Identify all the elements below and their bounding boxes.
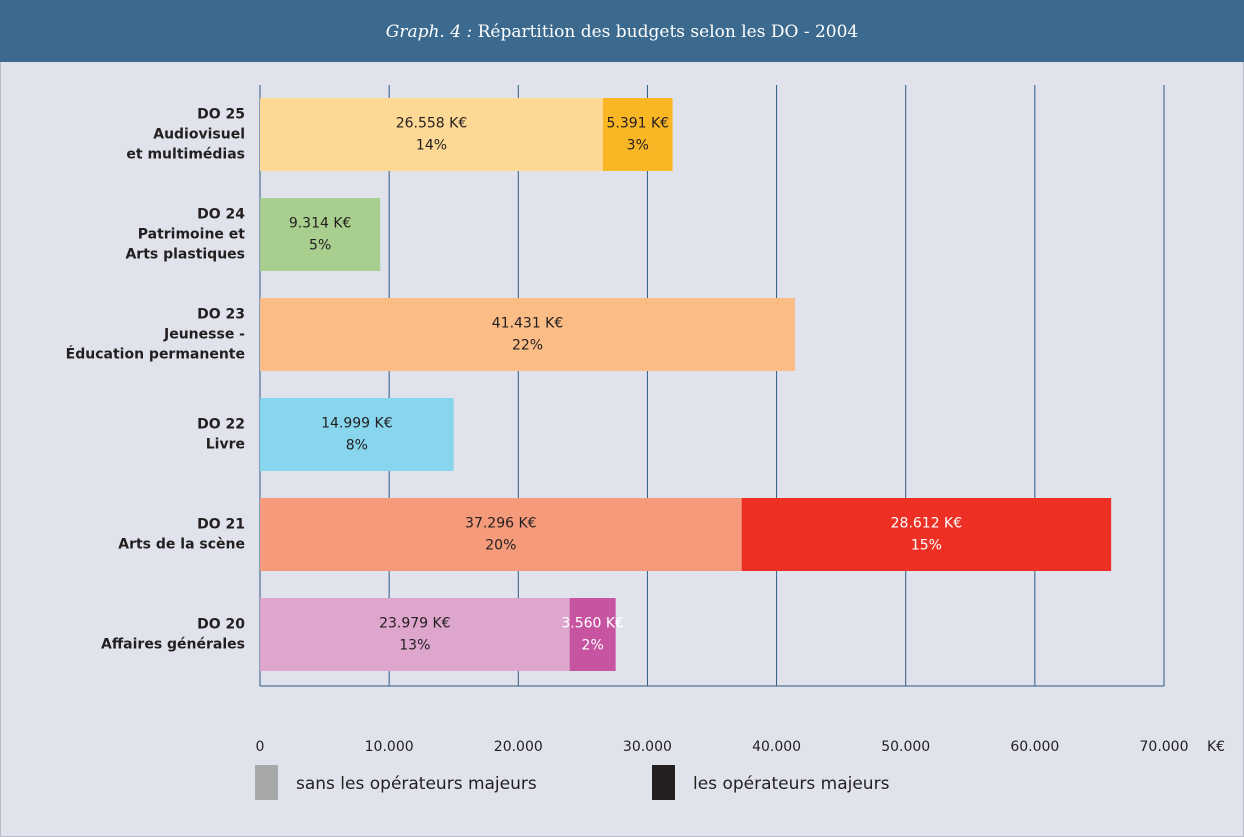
bar-segment (569, 598, 616, 671)
percent-label: 22% (512, 338, 543, 354)
legend-swatch (652, 765, 675, 800)
bar-segment (260, 598, 570, 671)
category-line: Arts plastiques (125, 247, 245, 263)
x-tick-label: 70.000 (1140, 739, 1189, 755)
value-label: 37.296 K€ (465, 516, 537, 532)
percent-label: 20% (485, 538, 516, 554)
category-label: DO 21 Arts de la scène (118, 517, 245, 553)
category-line: Jeunesse - (163, 327, 245, 343)
category-label: DO 23 Jeunesse - Éducation permanente (66, 307, 246, 363)
value-label: 14.999 K€ (321, 416, 393, 432)
chart-title: Graph. 4 : Répartition des budgets selon… (386, 22, 858, 42)
value-label: 9.314 K€ (289, 216, 352, 232)
bar-segment (260, 98, 603, 171)
x-tick-label: 30.000 (623, 739, 672, 755)
category-line: Audiovisuel (153, 127, 245, 143)
value-label: 5.391 K€ (606, 116, 669, 132)
category-line: Livre (206, 437, 245, 453)
category-label: DO 22 Livre (197, 417, 245, 453)
value-label: 28.612 K€ (891, 516, 963, 532)
category-line: DO 24 (197, 207, 245, 223)
bar-segment (741, 498, 1112, 571)
percent-label: 5% (309, 238, 331, 254)
bar-segment (260, 498, 742, 571)
category-line: Patrimoine et (138, 227, 246, 243)
legend-label: sans les opérateurs majeurs (296, 774, 537, 794)
bar-segment (260, 298, 796, 371)
percent-label: 14% (416, 138, 447, 154)
value-label: 3.560 K€ (561, 616, 624, 632)
title-text: Répartition des budgets selon les DO - 2… (478, 22, 859, 42)
x-unit: K€ (1207, 739, 1225, 755)
bar-segment (260, 198, 381, 271)
category-line: Arts de la scène (118, 537, 245, 553)
header-band (0, 0, 1244, 62)
category-label: DO 20 Affaires générales (101, 617, 245, 653)
title-label: Graph. 4 : (386, 22, 472, 42)
x-tick-label: 40.000 (752, 739, 801, 755)
percent-label: 8% (346, 438, 368, 454)
bar-segment (260, 398, 454, 471)
category-label: DO 25 Audiovisuel et multimédias (126, 107, 245, 163)
category-line: DO 21 (197, 517, 245, 533)
legend-swatch (255, 765, 278, 800)
x-tick-label: 0 (256, 739, 265, 755)
x-tick-label: 10.000 (365, 739, 414, 755)
x-tick-label: 60.000 (1010, 739, 1059, 755)
category-label: DO 24 Patrimoine et Arts plastiques (125, 207, 245, 263)
category-line: Éducation permanente (66, 346, 245, 363)
value-label: 26.558 K€ (396, 116, 468, 132)
category-line: DO 23 (197, 307, 245, 323)
percent-label: 3% (627, 138, 649, 154)
percent-label: 13% (399, 638, 430, 654)
category-line: DO 22 (197, 417, 245, 433)
category-line: et multimédias (126, 147, 245, 163)
percent-label: 2% (582, 638, 604, 654)
bar-segment (602, 98, 673, 171)
category-line: DO 25 (197, 107, 245, 123)
category-line: DO 20 (197, 617, 245, 633)
x-tick-label: 20.000 (494, 739, 543, 755)
percent-label: 15% (911, 538, 942, 554)
category-line: Affaires générales (101, 637, 245, 653)
value-label: 41.431 K€ (492, 316, 564, 332)
x-tick-label: 50.000 (881, 739, 930, 755)
value-label: 23.979 K€ (379, 616, 451, 632)
legend-label: les opérateurs majeurs (693, 774, 890, 794)
